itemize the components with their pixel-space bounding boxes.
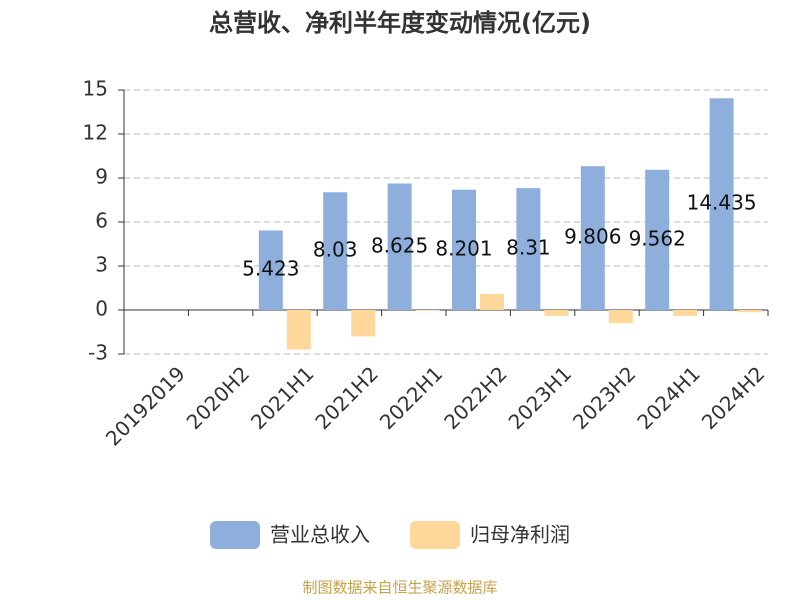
bar [415,310,440,311]
bar [351,310,376,337]
legend-label: 归母净利润 [470,523,570,547]
bar [580,166,605,310]
x-tick-label: 2022H1 [375,362,448,435]
source-note: 制图数据来自恒生聚源数据库 [302,579,497,597]
y-tick-label: 0 [95,297,108,321]
value-label: 8.03 [313,238,358,262]
y-tick-label: -3 [88,341,108,365]
bar [709,98,734,310]
x-tick-label: 2020H2 [182,362,255,435]
y-tick-label: 12 [83,121,108,145]
bar [452,189,476,310]
value-label: 9.806 [564,225,621,249]
value-label: 14.435 [687,191,757,215]
bar [516,188,541,310]
bar [286,310,311,350]
bar [480,293,504,310]
x-tick-label: 2024H2 [697,362,770,435]
x-tick-label: 2024H1 [632,362,705,435]
legend-swatch [410,521,460,549]
y-tick-label: 9 [95,165,108,189]
x-tick-label: 20192019 [101,362,190,451]
x-tick-label: 2021H1 [246,362,319,435]
value-label: 5.423 [242,257,299,281]
bar [323,192,348,310]
value-label: 8.625 [371,233,428,257]
legend-swatch [210,521,260,549]
x-tick-label: 2022H2 [439,362,512,435]
y-tick-label: 6 [95,209,108,233]
bar [258,230,283,310]
bar [673,310,698,316]
value-label: 8.31 [506,236,551,260]
value-label: 8.201 [435,236,492,260]
bar [608,310,633,324]
bar [387,183,412,310]
x-tick-label: 2023H1 [504,362,577,435]
chart-title: 总营收、净利半年度变动情况(亿元) [209,9,591,37]
x-tick-label: 2023H2 [568,362,641,435]
legend-label: 营业总收入 [270,523,370,547]
y-tick-label: 3 [95,253,108,277]
y-tick-label: 15 [83,77,108,101]
bar [737,310,762,313]
x-tick-label: 2021H2 [310,362,383,435]
bar [544,310,569,316]
value-label: 9.562 [629,226,686,250]
bar [645,169,670,310]
